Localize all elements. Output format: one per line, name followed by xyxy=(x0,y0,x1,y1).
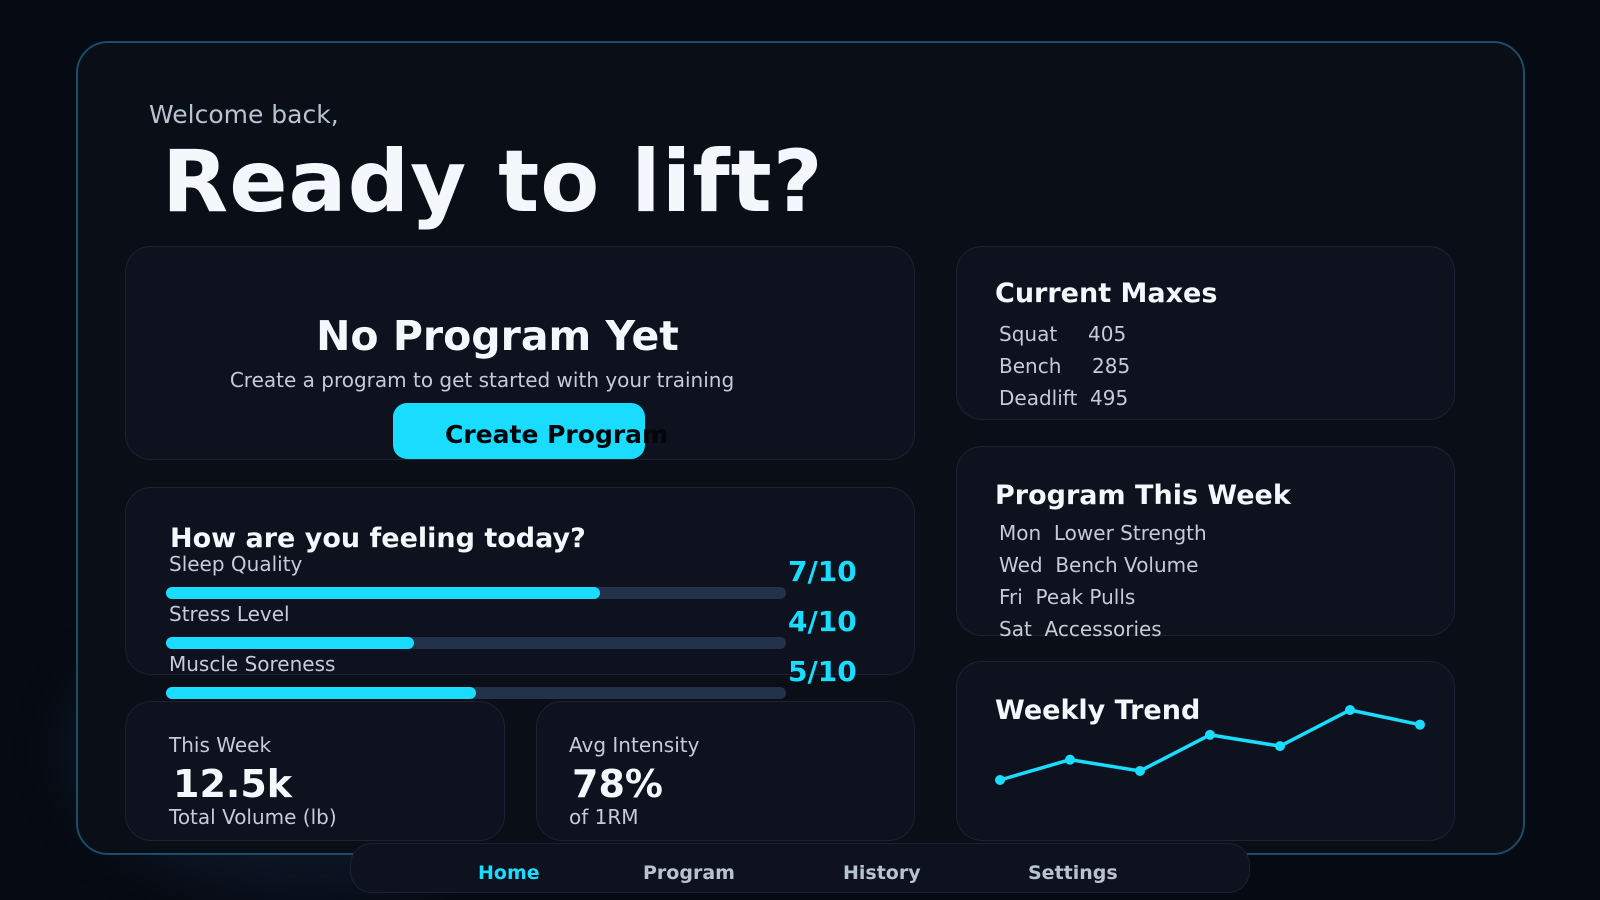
nav-home[interactable]: Home xyxy=(478,862,540,884)
create-program-button[interactable]: Create Program xyxy=(393,403,668,459)
week-day: Sat xyxy=(999,617,1032,641)
nav-history[interactable]: History xyxy=(843,862,921,884)
week-day: Mon xyxy=(999,521,1042,545)
stat-card-intensity xyxy=(536,701,915,841)
stat-label: This Week xyxy=(169,733,272,757)
week-session: Accessories xyxy=(1044,617,1162,641)
metric-slider[interactable] xyxy=(166,687,786,699)
week-item: Sat Accessories xyxy=(999,617,1162,641)
trend-point xyxy=(995,775,1005,785)
maxes-title: Current Maxes xyxy=(995,278,1218,309)
max-lift: Deadlift xyxy=(999,386,1078,410)
trend-point xyxy=(1275,741,1285,752)
trend-point xyxy=(1065,754,1075,765)
stat-value: 78% xyxy=(572,762,663,806)
trend-card xyxy=(956,661,1455,841)
metric-slider-fill xyxy=(166,637,414,649)
max-value: 495 xyxy=(1090,386,1129,410)
max-value: 405 xyxy=(1088,322,1127,346)
program-card-subtitle: Create a program to get started with you… xyxy=(229,368,735,392)
nav-program[interactable]: Program xyxy=(643,862,735,884)
metric-value: 7/10 xyxy=(788,555,857,588)
max-value: 285 xyxy=(1092,354,1131,378)
trend-point xyxy=(1205,729,1215,740)
stat-sub: of 1RM xyxy=(569,805,639,829)
max-lift: Bench xyxy=(999,354,1062,378)
trend-title: Weekly Trend xyxy=(995,695,1201,726)
trend-point xyxy=(1135,765,1145,776)
metric-slider-fill xyxy=(166,687,476,699)
nav-settings[interactable]: Settings xyxy=(1028,862,1118,884)
stat-sub: Total Volume (lb) xyxy=(169,805,337,829)
week-title: Program This Week xyxy=(995,480,1291,511)
week-session: Bench Volume xyxy=(1055,553,1199,577)
week-item: Wed Bench Volume xyxy=(999,553,1198,577)
week-day: Wed xyxy=(999,553,1043,577)
metric-value: 4/10 xyxy=(788,605,857,638)
trend-point xyxy=(1415,719,1425,730)
metric-value: 5/10 xyxy=(788,655,857,688)
trend-chart xyxy=(995,705,1425,785)
create-program-label: Create Program xyxy=(445,420,669,449)
week-item: Mon Lower Strength xyxy=(999,521,1207,545)
metric-slider[interactable] xyxy=(166,637,786,649)
max-lift: Squat xyxy=(999,322,1058,346)
program-card-title: No Program Yet xyxy=(316,312,679,360)
trend-point xyxy=(1345,705,1355,715)
bottom-nav xyxy=(350,843,1250,893)
maxes-card xyxy=(956,246,1455,420)
metric-label: Muscle Soreness xyxy=(169,652,336,676)
trend-line xyxy=(999,708,1421,782)
stat-value: 12.5k xyxy=(173,762,293,806)
metric-label: Sleep Quality xyxy=(169,552,303,576)
week-item: Fri Peak Pulls xyxy=(999,585,1135,609)
metric-label: Stress Level xyxy=(169,602,290,626)
stat-label: Avg Intensity xyxy=(569,733,700,757)
feeling-title: How are you feeling today? xyxy=(170,523,586,554)
week-session: Lower Strength xyxy=(1053,521,1207,545)
metric-slider-fill xyxy=(166,587,600,599)
page-title: Ready to lift? xyxy=(162,132,824,232)
welcome-text: Welcome back, xyxy=(149,100,339,129)
week-day: Fri xyxy=(999,585,1023,609)
stat-card-volume xyxy=(125,701,505,841)
metric-slider[interactable] xyxy=(166,587,786,599)
week-session: Peak Pulls xyxy=(1035,585,1136,609)
week-card xyxy=(956,446,1455,636)
